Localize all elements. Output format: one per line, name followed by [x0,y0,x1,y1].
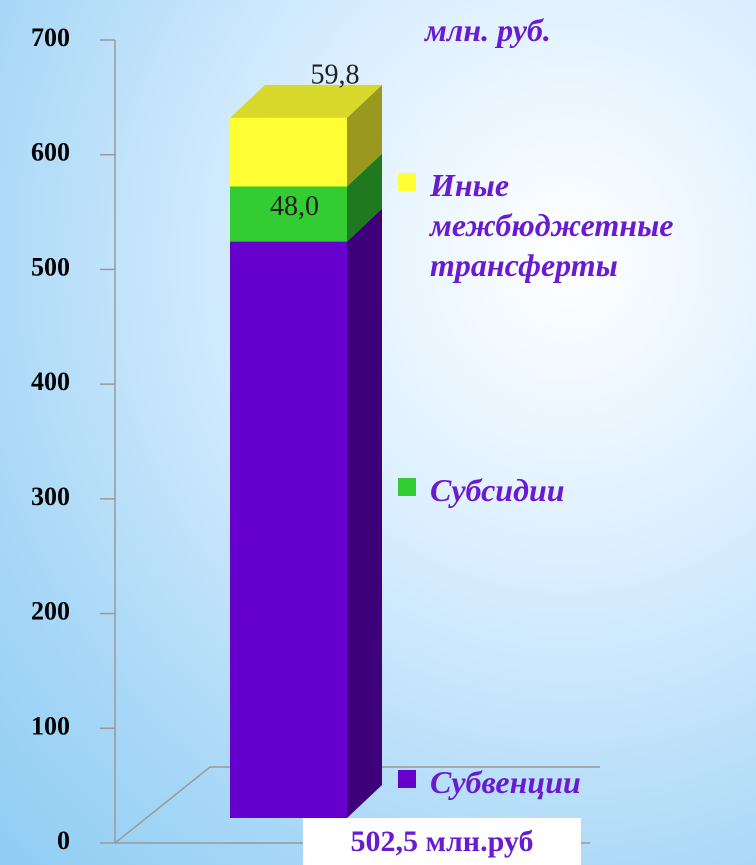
y-tick-label: 600 [31,138,70,167]
bar-top [230,84,382,118]
y-tick-label: 300 [31,482,70,511]
unit-label: млн. руб. [425,12,551,48]
bar-side [347,153,382,242]
legend-swatch [398,478,416,496]
value-label: 502,5 млн.руб [303,818,581,865]
bar-side [347,84,382,187]
y-tick-label: 200 [31,597,70,626]
y-tick-label: 400 [31,367,70,396]
legend-label: Иные межбюджетные трансферты [430,167,674,283]
value-label: 59,8 [311,59,360,90]
bar-side [347,208,382,818]
legend-swatch [398,770,416,788]
legend-label: Субсидии [430,472,565,508]
y-tick-label: 700 [31,23,70,52]
bar-segment [230,117,347,187]
floor-back [114,766,600,844]
y-tick-label: 100 [31,711,70,740]
bar-segment [230,241,347,818]
legend-swatch [398,173,416,191]
y-tick-label: 0 [57,826,70,855]
value-label: 48,0 [270,191,319,222]
y-tick-label: 500 [31,252,70,281]
legend-label: Субвенции [430,764,581,800]
bar-segment [230,186,347,242]
